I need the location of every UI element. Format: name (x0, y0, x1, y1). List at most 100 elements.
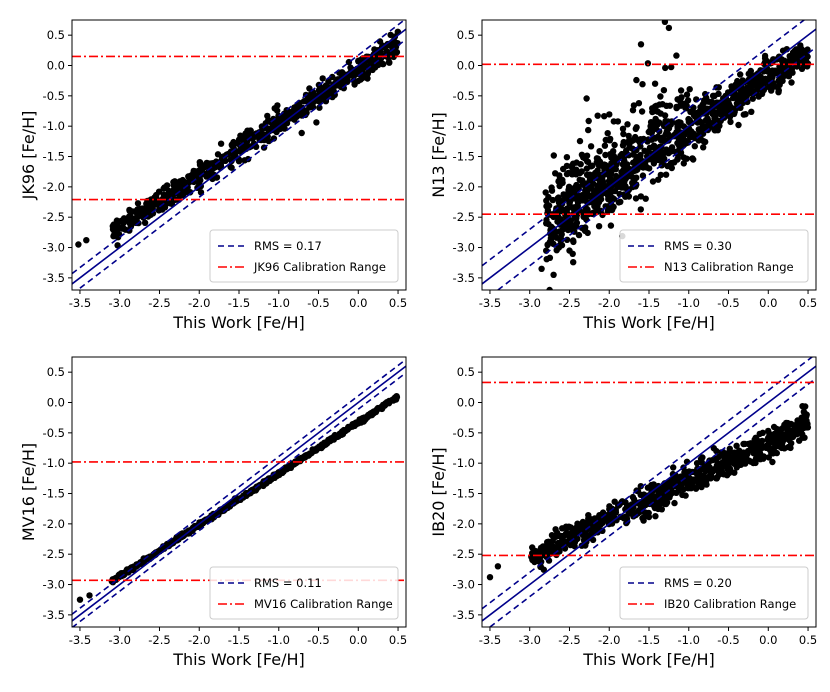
y-tick-label: -0.5 (453, 426, 475, 440)
data-point (619, 125, 627, 132)
x-axis-label: This Work [Fe/H] (582, 650, 714, 669)
data-point (632, 183, 639, 190)
data-point (587, 143, 595, 150)
data-point (727, 118, 734, 126)
data-point (556, 228, 563, 235)
data-point (656, 489, 663, 496)
data-point (756, 430, 763, 438)
data-point (563, 195, 571, 203)
data-point (281, 125, 288, 132)
legend-rms-label: RMS = 0.20 (664, 576, 732, 590)
data-point (622, 514, 629, 521)
data-point (86, 592, 93, 599)
data-point (570, 223, 578, 231)
data-point (228, 164, 235, 171)
data-point (683, 91, 691, 98)
data-point (697, 129, 704, 136)
data-point (645, 509, 652, 517)
data-point (617, 198, 624, 205)
data-point (729, 454, 736, 461)
data-point (787, 420, 795, 428)
x-tick-label: 0.0 (349, 633, 367, 647)
data-point (726, 465, 734, 472)
y-tick-label: -1.5 (453, 487, 475, 501)
data-point (563, 525, 570, 532)
data-point (611, 141, 618, 149)
data-point (606, 137, 613, 144)
data-point (570, 259, 577, 266)
data-point (337, 83, 345, 91)
one-to-one-line (482, 365, 816, 622)
data-point (556, 182, 563, 190)
data-point (546, 238, 554, 245)
data-point (233, 140, 240, 147)
y-tick-label: -1.0 (453, 456, 475, 470)
rms-line (72, 372, 406, 627)
y-tick-label: -1.0 (43, 119, 65, 133)
data-point (582, 187, 589, 194)
data-point (677, 87, 685, 94)
rms-line (72, 358, 406, 615)
data-point (776, 78, 783, 85)
legend-rms-label: RMS = 0.11 (254, 576, 322, 590)
data-point (614, 118, 622, 125)
data-point (567, 217, 575, 224)
y-tick-label: -1.5 (453, 150, 475, 164)
data-point (712, 455, 719, 463)
data-point (559, 176, 566, 184)
data-point (662, 171, 670, 178)
data-point (486, 574, 494, 581)
data-point (298, 129, 305, 137)
data-point (683, 139, 690, 147)
plot-area (72, 358, 406, 627)
data-point (629, 107, 637, 114)
y-tick-label: -0.5 (43, 89, 65, 103)
data-point (295, 111, 302, 119)
data-point (624, 121, 631, 128)
data-point (342, 76, 349, 83)
data-point (668, 63, 675, 71)
x-tick-label: 0.5 (389, 633, 407, 647)
legend-box (619, 229, 809, 283)
data-point (673, 52, 680, 59)
data-point (617, 513, 624, 520)
data-point (645, 128, 652, 136)
data-point (639, 81, 646, 88)
data-point (247, 127, 254, 134)
data-point (713, 126, 721, 133)
legend-cal-label: IB20 Calibration Range (664, 597, 796, 611)
y-axis-label: IB20 [Fe/H] (429, 447, 448, 536)
data-point (726, 445, 733, 452)
data-point (610, 155, 617, 162)
data-point (610, 148, 617, 155)
data-point (739, 94, 746, 102)
data-point (780, 434, 787, 442)
y-tick-label: -2.5 (453, 210, 475, 224)
data-point (662, 118, 669, 125)
data-point (724, 460, 732, 467)
data-point (649, 178, 657, 185)
y-tick-label: -1.5 (43, 487, 65, 501)
data-point (693, 109, 700, 117)
data-point (642, 195, 649, 202)
rms-line (482, 20, 806, 267)
data-point (788, 79, 795, 86)
data-point (558, 534, 565, 541)
data-point (187, 172, 194, 179)
data-point (735, 121, 742, 129)
data-point (111, 230, 118, 238)
data-point (83, 237, 90, 244)
data-point (721, 453, 728, 460)
y-tick-label: 0.0 (47, 59, 65, 73)
x-tick-label: -3.5 (479, 296, 501, 310)
data-point (596, 148, 603, 155)
data-point (703, 481, 710, 488)
data-point (316, 104, 323, 111)
data-point (630, 102, 638, 109)
x-tick-label: -3.0 (518, 296, 540, 310)
data-point (223, 504, 231, 511)
legend-box (209, 566, 399, 620)
data-point (306, 104, 313, 111)
data-point (550, 271, 557, 278)
x-tick-label: 0.0 (349, 296, 367, 310)
